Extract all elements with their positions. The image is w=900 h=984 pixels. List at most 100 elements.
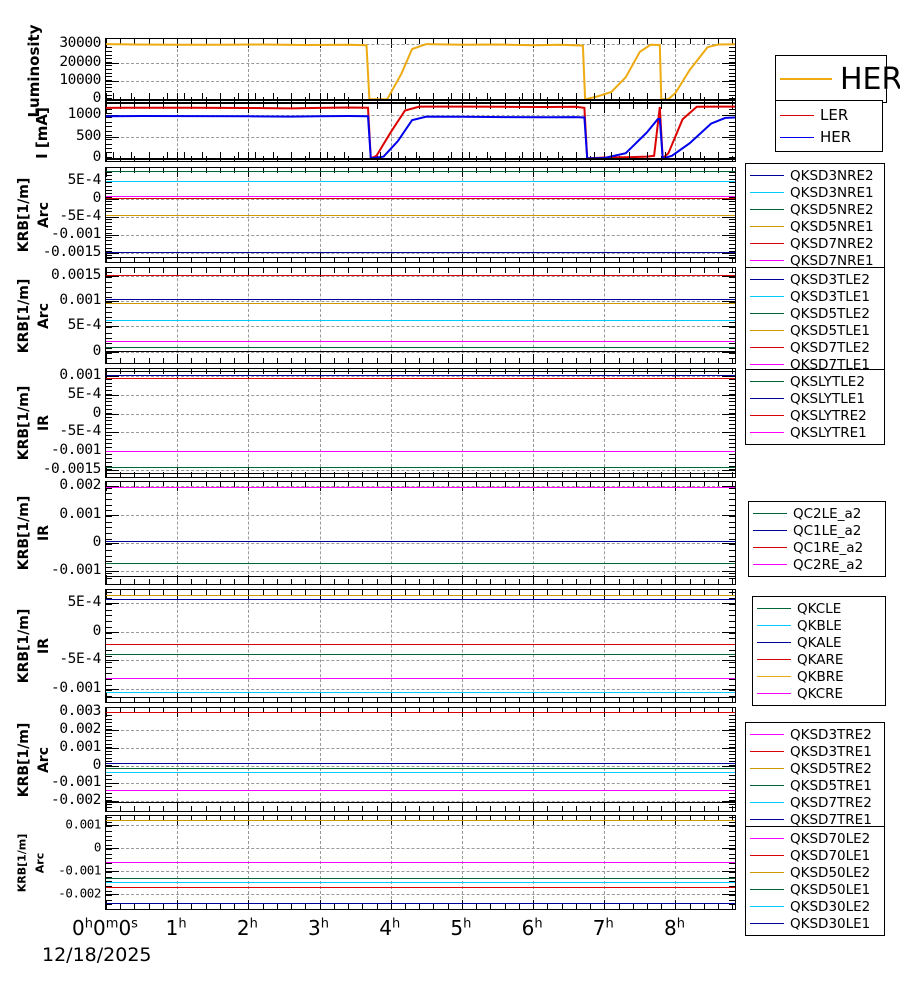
y-tick-minor	[106, 743, 112, 745]
legend-entry[interactable]: QKSD7NRE2	[750, 235, 878, 252]
legend-color-swatch	[750, 226, 784, 227]
y-tick	[722, 730, 735, 732]
legend-entry[interactable]: QC1RE_a2	[753, 539, 879, 556]
y-tick-minor	[106, 312, 112, 314]
x-tick	[162, 579, 164, 584]
legend-entry[interactable]: QKSD3NRE2	[750, 167, 878, 184]
x-tick	[732, 697, 734, 702]
y-tick-label: -0.001	[58, 862, 101, 878]
legend-entry[interactable]: QKSLYTRE2	[750, 407, 878, 424]
x-tick	[376, 806, 378, 811]
x-tick	[518, 697, 520, 702]
x-tick	[632, 168, 634, 173]
legend-entry[interactable]: HER	[780, 59, 900, 99]
legend-entry[interactable]: QKSD7TLE1	[750, 356, 878, 373]
legend-entry[interactable]: QKSD50LE1	[750, 881, 878, 898]
grid-line-horizontal	[106, 216, 735, 218]
x-tick	[362, 358, 364, 363]
x-tick	[120, 904, 122, 909]
x-tick	[362, 257, 364, 262]
x-tick	[461, 468, 463, 477]
legend-entry[interactable]: QKSD50LE2	[750, 864, 878, 881]
legend-entry[interactable]: QC1LE_a2	[753, 522, 879, 539]
legend-entry[interactable]: QKSD7TRE2	[750, 794, 878, 811]
y-tick-minor	[106, 789, 112, 791]
y-tick-minor	[729, 793, 735, 795]
x-tick	[561, 358, 563, 363]
legend-entry[interactable]: QKSLYTLE1	[750, 390, 878, 407]
legend-entry[interactable]: QKSD30LE1	[750, 915, 878, 932]
y-tick-minor	[106, 661, 112, 663]
y-tick-minor	[106, 736, 112, 738]
legend-entry[interactable]: QKSD7TLE2	[750, 339, 878, 356]
legend-entry[interactable]: QKSD3TRE1	[750, 743, 878, 760]
x-tick	[162, 904, 164, 909]
legend-entry[interactable]: QKSD7TRE1	[750, 811, 878, 828]
x-tick	[547, 806, 549, 811]
grid-line-vertical	[390, 268, 392, 363]
x-tick	[703, 904, 705, 909]
legend-entry[interactable]: QKSD5NRE2	[750, 201, 878, 218]
legend-entry[interactable]: QKBLE	[757, 617, 879, 634]
legend-entry[interactable]: QKSD3TLE1	[750, 288, 878, 305]
x-tick	[689, 358, 691, 363]
x-tick	[703, 806, 705, 811]
legend-entry[interactable]: QC2RE_a2	[753, 556, 879, 573]
x-tick	[419, 358, 421, 363]
x-tick	[319, 268, 321, 277]
legend-entry[interactable]: QKSD3TRE2	[750, 726, 878, 743]
y-tick	[722, 765, 735, 767]
y-tick-minor	[106, 405, 112, 407]
legend-entry[interactable]: QKSLYTRE1	[750, 424, 878, 441]
baseline-spike	[148, 152, 150, 159]
legend-entry[interactable]: QKSD5TRE1	[750, 777, 878, 794]
x-tick	[376, 268, 378, 273]
x-tick	[262, 168, 264, 173]
legend-entry[interactable]: QKCLE	[757, 600, 879, 617]
y-tick	[106, 301, 119, 303]
legend-entry[interactable]: QKCRE	[757, 685, 879, 702]
legend-entry[interactable]: LER	[780, 104, 876, 126]
legend-entry[interactable]: QKSD3TLE2	[750, 271, 878, 288]
legend-entry[interactable]: QKSD7NRE1	[750, 252, 878, 269]
legend-entry[interactable]: QKSD5TRE2	[750, 760, 878, 777]
grid-line-vertical	[533, 268, 535, 363]
legend-entry[interactable]: QKSD30LE2	[750, 898, 878, 915]
x-tick	[647, 590, 649, 595]
baseline-spike	[380, 93, 382, 100]
panel-krb-arc-2	[105, 267, 736, 364]
x-tick	[447, 257, 449, 262]
legend-entry[interactable]: QC2LE_a2	[753, 505, 879, 522]
legend-entry[interactable]: QKSD5TLE2	[750, 305, 878, 322]
grid-line-vertical	[177, 482, 179, 584]
legend-entry[interactable]: QKARE	[757, 651, 879, 668]
x-tick	[718, 806, 720, 811]
y-tick-minor	[106, 632, 112, 634]
legend-entry[interactable]: QKSD70LE1	[750, 847, 878, 864]
x-tick	[590, 358, 592, 363]
y-tick-minor	[106, 443, 112, 444]
legend-entry[interactable]: QKSLYTLE2	[750, 373, 878, 390]
legend-entry[interactable]: QKSD3NRE1	[750, 184, 878, 201]
y-tick-minor	[106, 69, 112, 71]
y-tick-minor	[106, 567, 112, 568]
data-trace	[106, 486, 735, 488]
legend-color-swatch	[753, 564, 787, 565]
legend-entry[interactable]: QKSD5NRE1	[750, 218, 878, 235]
grid-line-vertical	[675, 482, 677, 584]
legend-entry[interactable]: QKBRE	[757, 668, 879, 685]
grid-line-vertical	[319, 482, 321, 584]
legend-entry[interactable]: QKSD5TLE1	[750, 322, 878, 339]
y-tick-minor	[106, 296, 112, 298]
y-tick-minor	[729, 510, 735, 512]
y-tick-minor	[106, 867, 112, 869]
x-tick	[661, 806, 663, 811]
legend-entry[interactable]: HER	[780, 126, 876, 148]
legend-entry[interactable]: QKALE	[757, 634, 879, 651]
legend-entry[interactable]: QKSD70LE2	[750, 830, 878, 847]
x-tick	[689, 168, 691, 173]
legend-color-swatch	[750, 347, 784, 348]
y-tick-minor	[729, 673, 735, 675]
y-tick	[722, 712, 735, 714]
x-tick	[575, 816, 577, 821]
